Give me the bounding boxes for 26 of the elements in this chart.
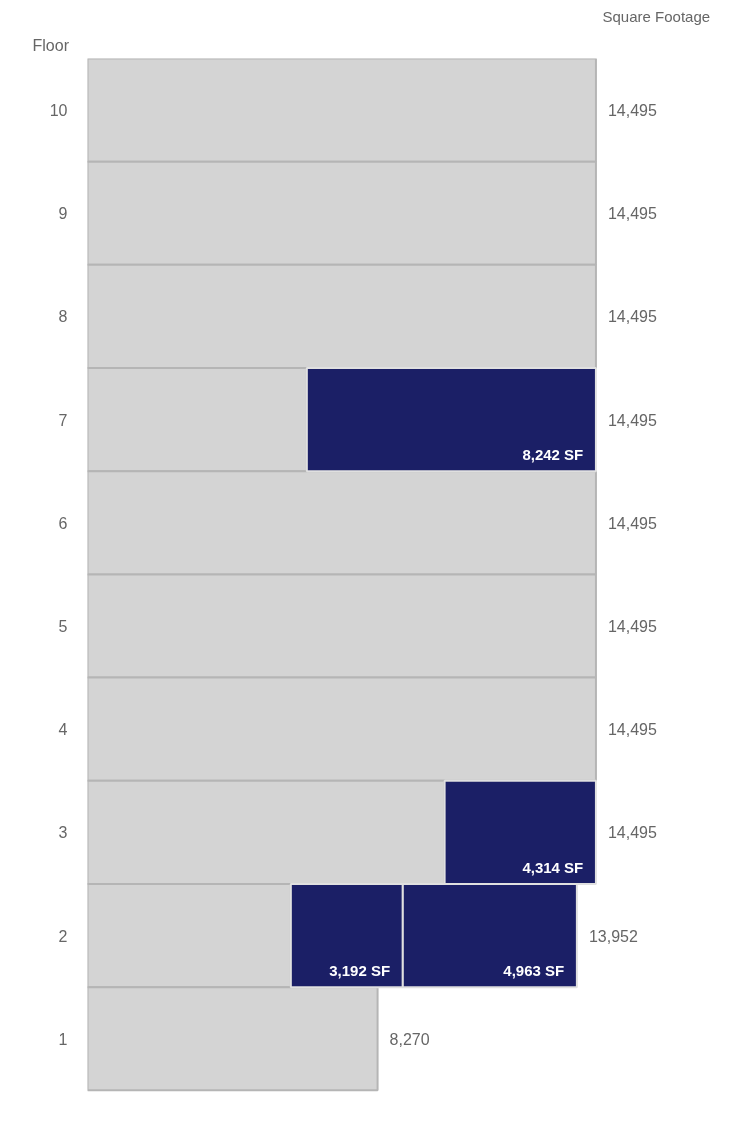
y-tick-label: 1 (58, 1030, 68, 1048)
y-tick-label: 2 (58, 927, 68, 945)
total-label: 14,495 (607, 824, 657, 842)
y-tick-label: 3 (58, 824, 68, 842)
y-tick-label: 6 (58, 514, 68, 532)
y-tick-label: 5 (58, 618, 68, 636)
total-label: 14,495 (607, 721, 657, 739)
total-label: 14,495 (607, 514, 657, 532)
total-label: 14,495 (607, 308, 657, 326)
data-label: 8,242 SF (522, 445, 584, 463)
y-tick-label: 10 (49, 102, 68, 120)
data-label: 4,314 SF (522, 858, 584, 876)
total-label: 13,952 (588, 927, 638, 945)
y2-axis-title: Square Footage (602, 7, 711, 25)
total-label: 14,495 (607, 411, 657, 429)
y-tick-label: 8 (58, 308, 68, 326)
total-label: 8,270 (389, 1030, 430, 1048)
y-tick-label: 7 (58, 411, 68, 429)
total-label: 14,495 (607, 618, 657, 636)
y-axis-title: Floor (32, 36, 70, 54)
y-tick-label: 4 (58, 721, 68, 739)
y-tick-label: 9 (58, 205, 68, 223)
total-label: 14,495 (607, 102, 657, 120)
data-label: 3,192 SF (329, 961, 391, 979)
total-label: 14,495 (607, 205, 657, 223)
data-label: 4,963 SF (503, 961, 565, 979)
